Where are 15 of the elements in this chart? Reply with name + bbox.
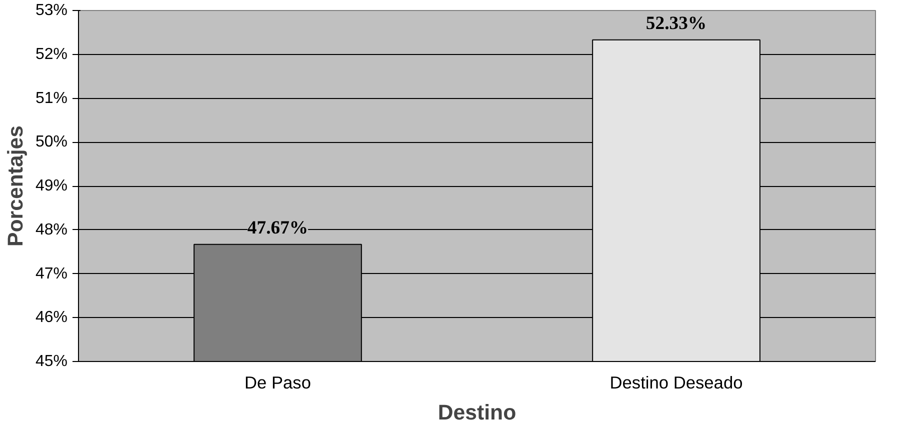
y-tick-label: 46% <box>35 309 68 326</box>
y-tick-label: 45% <box>35 353 68 370</box>
y-axis-title: Porcentajes <box>3 126 28 246</box>
y-tick-label: 48% <box>35 221 68 238</box>
x-tick-label: Destino Deseado <box>610 372 743 392</box>
y-tick-label: 50% <box>35 134 68 151</box>
y-tick-label: 52% <box>35 46 68 63</box>
y-tick-label: 53% <box>35 2 68 19</box>
y-tick-label: 51% <box>35 90 68 107</box>
data-label: 52.33% <box>646 12 707 34</box>
x-tick-label: De Paso <box>244 372 311 392</box>
y-tick-label: 47% <box>35 265 68 282</box>
data-label: 47.67% <box>247 217 308 238</box>
y-tick-label: 49% <box>35 178 68 194</box>
x-axis-title: Destino <box>438 400 516 424</box>
